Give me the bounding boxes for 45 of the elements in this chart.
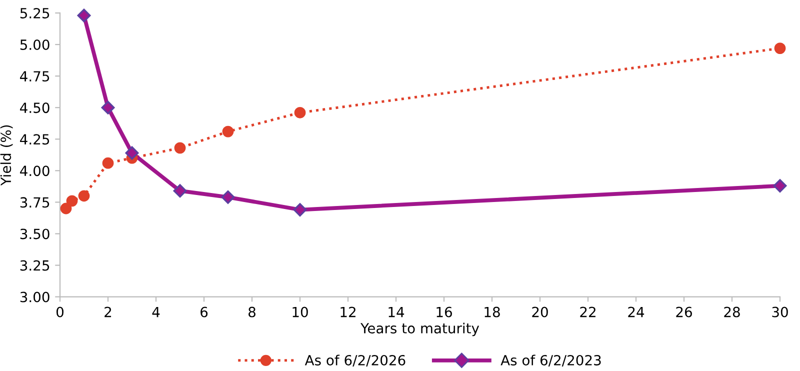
x-tick-label: 4 <box>152 306 160 318</box>
y-tick-label: 3.00 <box>20 292 50 302</box>
point <box>773 179 787 193</box>
x-axis-title: Years to maturity <box>360 322 480 336</box>
point <box>60 202 72 214</box>
point <box>125 146 139 160</box>
x-tick-label: 12 <box>340 306 356 318</box>
x-tick-label: 16 <box>436 306 452 318</box>
point <box>173 184 187 198</box>
x-tick-label: 24 <box>628 306 644 318</box>
y-axis-title: Yield (%) <box>0 125 13 186</box>
x-tick-label: 28 <box>724 306 740 318</box>
x-tick-label: 10 <box>292 306 308 318</box>
point <box>222 126 234 138</box>
point <box>102 157 114 169</box>
point <box>78 190 90 202</box>
point <box>774 42 786 54</box>
x-tick-label: 2 <box>104 306 112 318</box>
point <box>294 106 306 118</box>
legend-label: As of 6/2/2026 <box>304 354 406 367</box>
y-tick-label: 5.00 <box>20 39 50 50</box>
x-tick-label: 8 <box>248 306 256 318</box>
x-tick-label: 30 <box>772 306 788 318</box>
x-tick-label: 26 <box>676 306 692 318</box>
point <box>293 203 307 216</box>
point <box>66 195 78 207</box>
point <box>101 100 115 114</box>
y-tick-label: 3.50 <box>20 228 50 240</box>
x-tick-label: 0 <box>56 306 64 318</box>
y-tick-label: 4.00 <box>20 166 50 176</box>
x-tick-label: 14 <box>388 306 404 318</box>
y-tick-label: 4.75 <box>20 71 50 82</box>
x-tick-label: 20 <box>532 306 548 318</box>
point <box>221 190 235 204</box>
x-tick-label: 6 <box>200 306 208 318</box>
point <box>174 142 186 154</box>
y-tick-label: 4.50 <box>20 102 50 114</box>
point <box>77 8 91 22</box>
x-tick-label: 22 <box>580 306 596 318</box>
x-tick-label: 18 <box>484 306 500 318</box>
y-tick-label: 4.25 <box>20 134 50 145</box>
y-tick-label: 5.25 <box>20 8 50 18</box>
y-tick-label: 3.25 <box>20 260 50 271</box>
legend-label: As of 6/2/2023 <box>500 354 601 367</box>
y-tick-label: 3.75 <box>20 197 50 208</box>
